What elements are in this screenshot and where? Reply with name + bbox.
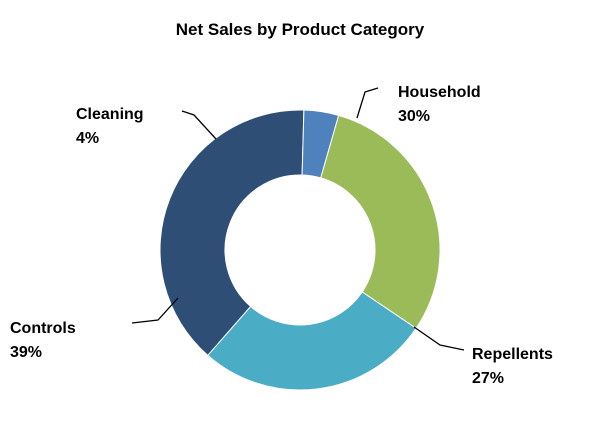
data-label-value: 4% <box>76 130 99 147</box>
data-label-household: Household 30% <box>398 84 481 125</box>
slice-cleaning <box>301 109 340 179</box>
data-label-value: 30% <box>398 108 430 125</box>
data-label-name: Controls <box>10 320 76 337</box>
slice-repellents <box>207 291 417 391</box>
data-label-controls: Controls 39% <box>10 320 76 361</box>
data-label-cleaning: Cleaning 4% <box>76 106 144 147</box>
data-label-value: 27% <box>472 370 504 387</box>
data-label-repellents: Repellents 27% <box>472 346 553 387</box>
leader-line-household <box>356 87 379 119</box>
data-labels-group: Household 30% Repellents 27% Controls 39% Clea… <box>10 84 553 387</box>
leader-line-cleaning <box>181 110 217 140</box>
slice-household <box>320 114 441 329</box>
data-label-name: Household <box>398 84 481 101</box>
data-label-name: Cleaning <box>76 106 144 123</box>
leader-line-controls <box>131 297 179 324</box>
data-label-name: Repellents <box>472 346 553 363</box>
leader-line-repellents <box>413 326 465 351</box>
leader-lines-group <box>131 87 465 351</box>
data-label-value: 39% <box>10 344 42 361</box>
chart-title: Net Sales by Product Category <box>176 20 425 39</box>
slices-group <box>159 109 441 391</box>
slice-controls <box>159 109 305 357</box>
